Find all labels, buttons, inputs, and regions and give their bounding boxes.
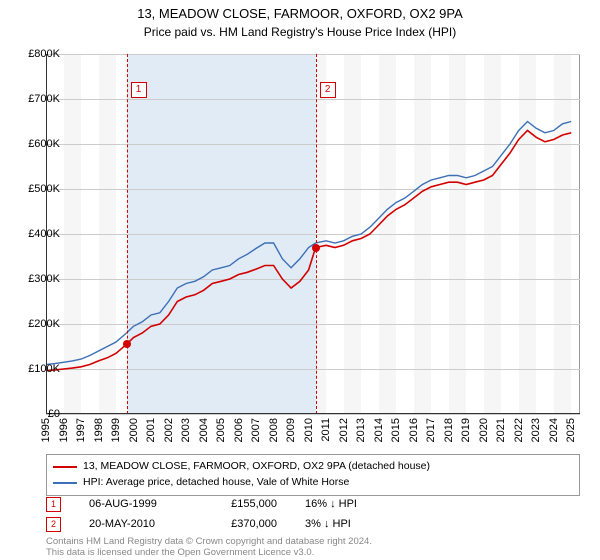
gridline [46,414,580,415]
series-hpi [46,122,571,365]
x-tick-label: 2023 [530,418,542,442]
x-tick-label: 2024 [548,418,560,442]
copyright-notice: Contains HM Land Registry data © Crown c… [46,536,372,559]
sale-price: £370,000 [207,518,277,530]
sale-date: 20-MAY-2010 [89,518,179,530]
sale-row: 1 06-AUG-1999 £155,000 16% ↓ HPI [46,494,395,514]
legend-label: HPI: Average price, detached house, Vale… [83,475,349,491]
sale-date: 06-AUG-1999 [89,498,179,510]
sale-point [123,340,131,348]
sale-diff: 16% ↓ HPI [305,498,395,510]
x-tick-label: 1996 [58,418,70,442]
sales-table: 1 06-AUG-1999 £155,000 16% ↓ HPI 2 20-MAY-201… [46,494,395,534]
x-tick-label: 2018 [443,418,455,442]
x-tick-label: 2015 [390,418,402,442]
y-tick-label: £800K [12,48,60,60]
x-tick-label: 2019 [460,418,472,442]
chart-title: 13, MEADOW CLOSE, FARMOOR, OXFORD, OX2 9… [0,0,600,23]
legend-row: HPI: Average price, detached house, Vale… [53,475,573,491]
chart-container: 13, MEADOW CLOSE, FARMOOR, OXFORD, OX2 9… [0,0,600,560]
sale-marker-label: 2 [320,82,336,98]
sale-price: £155,000 [207,498,277,510]
x-tick-label: 2011 [320,418,332,442]
x-tick-label: 2013 [355,418,367,442]
copyright-line-2: This data is licensed under the Open Gov… [46,547,372,558]
sale-diff: 3% ↓ HPI [305,518,395,530]
x-tick-label: 1997 [75,418,87,442]
legend-swatch [53,482,77,484]
x-tick-label: 2001 [145,418,157,442]
legend-swatch [53,466,77,468]
x-tick-label: 2000 [128,418,140,442]
x-tick-label: 2012 [338,418,350,442]
y-tick-label: £400K [12,228,60,240]
x-tick-label: 2014 [373,418,385,442]
sale-marker-icon: 2 [46,517,61,532]
x-tick-label: 2017 [425,418,437,442]
sale-marker-line [127,54,128,414]
copyright-line-1: Contains HM Land Registry data © Crown c… [46,536,372,547]
y-tick-label: £300K [12,273,60,285]
y-tick-label: £700K [12,93,60,105]
plot-area: 12 [46,54,580,414]
x-tick-label: 2007 [250,418,262,442]
sale-marker-line [316,54,317,414]
x-tick-label: 2006 [233,418,245,442]
x-tick-label: 1999 [110,418,122,442]
y-tick-label: £0 [12,408,60,420]
y-tick-label: £100K [12,363,60,375]
x-axis-line [46,413,580,414]
x-tick-label: 2021 [495,418,507,442]
chart-subtitle: Price paid vs. HM Land Registry's House … [0,23,600,39]
y-tick-label: £200K [12,318,60,330]
legend-label: 13, MEADOW CLOSE, FARMOOR, OXFORD, OX2 9… [83,459,430,475]
x-tick-label: 2010 [303,418,315,442]
x-tick-label: 2020 [478,418,490,442]
x-tick-label: 2002 [163,418,175,442]
x-tick-label: 2005 [215,418,227,442]
sale-marker-icon: 1 [46,497,61,512]
legend-box: 13, MEADOW CLOSE, FARMOOR, OXFORD, OX2 9… [46,454,580,496]
x-tick-label: 2004 [198,418,210,442]
x-tick-label: 2008 [268,418,280,442]
x-tick-label: 2009 [285,418,297,442]
y-tick-label: £500K [12,183,60,195]
y-tick-label: £600K [12,138,60,150]
x-tick-label: 1995 [40,418,52,442]
x-tick-label: 1998 [93,418,105,442]
sale-point [312,244,320,252]
x-tick-label: 2003 [180,418,192,442]
legend-row: 13, MEADOW CLOSE, FARMOOR, OXFORD, OX2 9… [53,459,573,475]
x-tick-label: 2022 [513,418,525,442]
x-tick-label: 2016 [408,418,420,442]
x-tick-label: 2025 [565,418,577,442]
sale-marker-label: 1 [131,82,147,98]
sale-row: 2 20-MAY-2010 £370,000 3% ↓ HPI [46,514,395,534]
